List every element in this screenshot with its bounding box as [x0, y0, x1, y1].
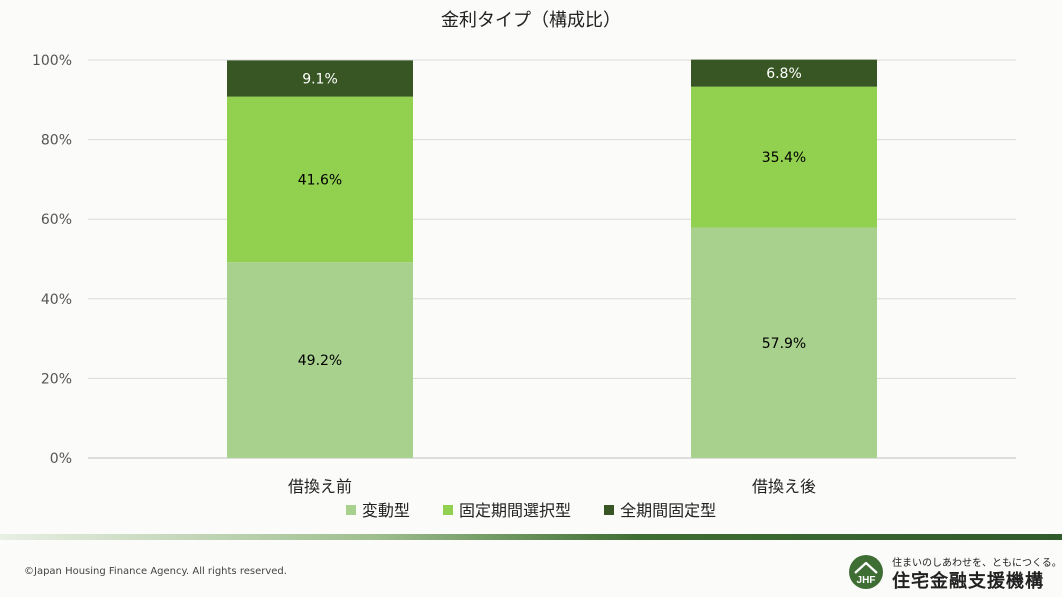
- y-tick-label: 40%: [41, 292, 72, 308]
- data-label: 41.6%: [298, 172, 342, 188]
- legend-item-variable: 変動型: [345, 497, 410, 521]
- data-label: 57.9%: [762, 336, 806, 352]
- house-logo-icon: JHF: [849, 555, 883, 589]
- category-label: 借換え前: [288, 477, 352, 496]
- data-label: 6.8%: [766, 66, 802, 82]
- footer-divider: [0, 534, 1062, 540]
- legend-item-full-fixed: 全期間固定型: [604, 497, 716, 521]
- legend-label-full-fixed: 全期間固定型: [620, 501, 717, 520]
- legend-label-variable: 変動型: [361, 501, 410, 520]
- stacked-bar-chart: 金利タイプ（構成比） 0% 20% 40% 60% 80% 100% 49.2% 41.6% 9.…: [32, 10, 1016, 496]
- chart-area: 金利タイプ（構成比） 0% 20% 40% 60% 80% 100% 49.2% 41.6% 9.…: [0, 10, 1062, 521]
- bar-segment: [227, 60, 413, 97]
- legend-label-fixed-period: 固定期間選択型: [458, 501, 571, 520]
- legend-swatch-full-fixed: [604, 504, 615, 515]
- legend-item-fixed-period: 固定期間選択型: [442, 497, 571, 521]
- y-tick-label: 20%: [41, 371, 72, 387]
- legend-swatch-variable: [345, 504, 356, 515]
- bar-segment: [691, 59, 877, 87]
- copyright-text: ©Japan Housing Finance Agency. All right…: [24, 566, 287, 577]
- data-label: 9.1%: [302, 72, 338, 88]
- data-label: 49.2%: [298, 353, 342, 369]
- logo-name: 住宅金融支援機構: [892, 571, 1044, 592]
- logo-tagline: 住まいのしあわせを、ともにつくる。: [892, 558, 1062, 569]
- chart-legend: 変動型 固定期間選択型 全期間固定型: [0, 497, 1062, 521]
- category-label: 借換え後: [752, 477, 816, 496]
- organization-logo: JHF 住まいのしあわせを、ともにつくる。 住宅金融支援機構: [848, 552, 1062, 592]
- y-tick-label: 100%: [32, 53, 72, 69]
- y-tick-label: 80%: [41, 133, 72, 149]
- bar-segment: [227, 96, 413, 263]
- y-tick-label: 60%: [41, 212, 72, 228]
- chart-title: 金利タイプ（構成比）: [441, 10, 621, 31]
- data-label: 35.4%: [762, 150, 806, 166]
- legend-swatch-fixed-period: [442, 504, 453, 515]
- bar-segment: [691, 86, 877, 228]
- bar-segment: [691, 227, 877, 458]
- logo-mark-text: JHF: [857, 575, 876, 586]
- bar-segment: [227, 262, 413, 458]
- y-tick-label: 0%: [50, 451, 72, 467]
